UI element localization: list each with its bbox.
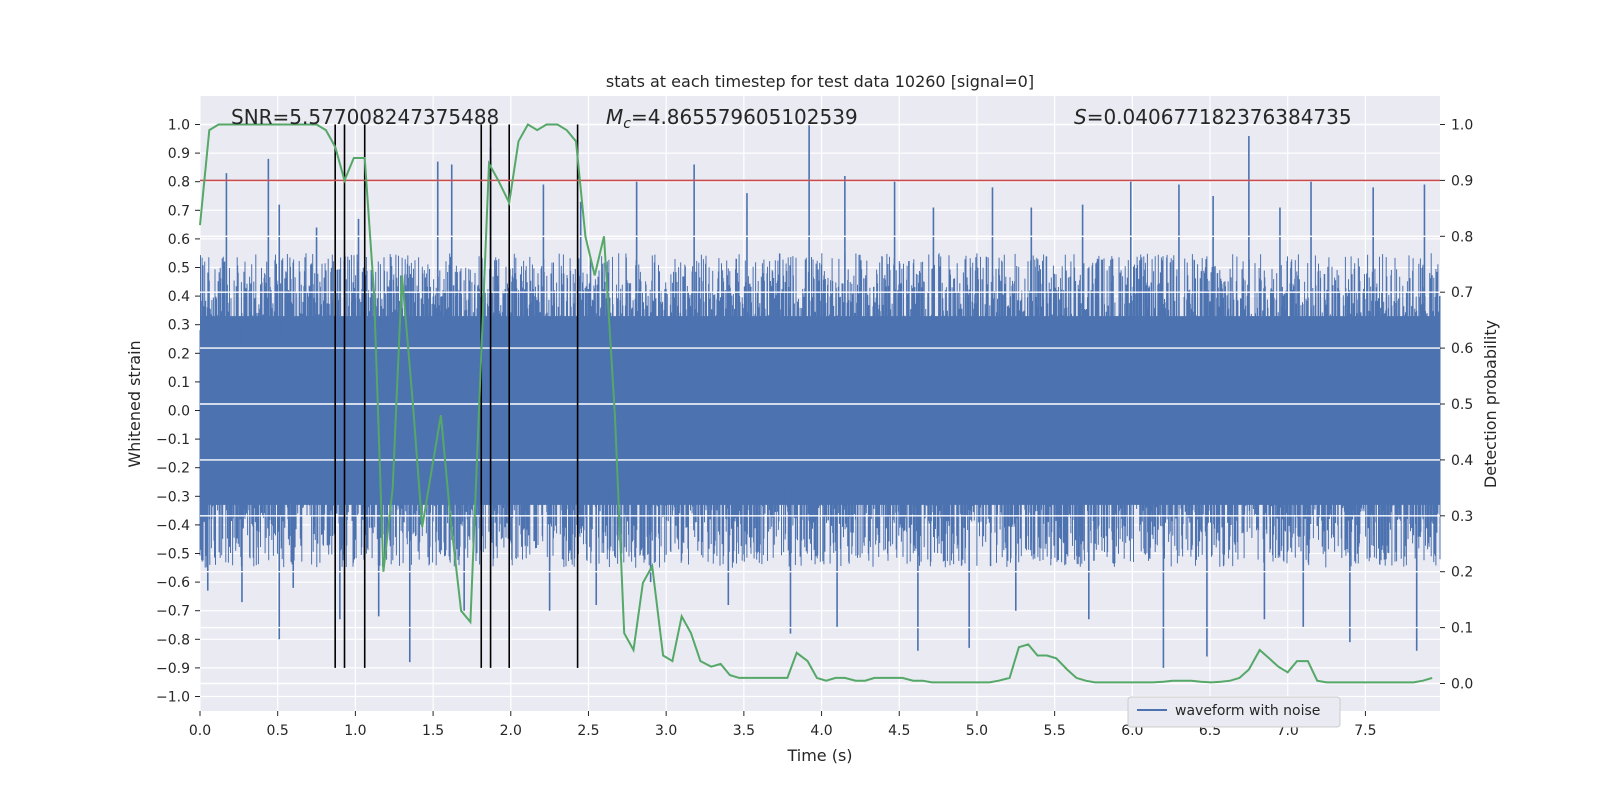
y2-tick-label: 0.1: [1451, 621, 1473, 637]
y2-tick-label: 0.7: [1451, 285, 1473, 301]
legend-box: [1127, 696, 1341, 728]
y-tick-label: −0.5: [156, 547, 190, 563]
y2-tick-label: 0.6: [1451, 341, 1473, 357]
x-tick-label: 2.5: [577, 723, 599, 739]
x-tick-label: 0.5: [267, 723, 289, 739]
y-tick-label: −1.0: [156, 690, 190, 706]
y-tick-label: −0.3: [156, 489, 190, 505]
y2-tick-label: 0.4: [1451, 453, 1473, 469]
y-tick-label: 0.0: [168, 404, 190, 420]
x-axis-ticks: 0.0 0.5 1.0 1.5 2.0 2.5 3.0 3.5 4.0 4.5 5.0 5.5 6.0 6…: [189, 711, 1377, 739]
y-axis-label: Whitened strain: [125, 340, 144, 467]
y-tick-label: 0.4: [168, 289, 190, 305]
y2-tick-label: 0.3: [1451, 509, 1473, 525]
s-symbol: S: [1074, 105, 1087, 129]
vertical-markers: [334, 124, 579, 668]
y-tick-label: −0.6: [156, 575, 190, 591]
y-tick-label: −0.4: [156, 518, 190, 534]
mc-annotation: Mc=4.865579605102539: [606, 105, 858, 132]
legend: waveform with noise: [1127, 696, 1341, 728]
y-tick-label: −0.8: [156, 632, 190, 648]
y2-tick-label: 1.0: [1451, 118, 1473, 134]
mc-symbol: M: [606, 105, 623, 129]
y-tick-label: −0.7: [156, 604, 190, 620]
x-tick-label: 5.5: [1044, 723, 1066, 739]
x-tick-label: 3.0: [655, 723, 677, 739]
y-tick-label: 0.7: [168, 203, 190, 219]
s-annotation: S=0.040677182376384735: [1074, 105, 1352, 129]
y-tick-label: 0.5: [168, 261, 190, 277]
y2-tick-label: 0.5: [1451, 397, 1473, 413]
legend-label: waveform with noise: [1175, 703, 1320, 719]
y-tick-label: 0.6: [168, 232, 190, 248]
y2-axis-label: Detection probability: [1481, 320, 1500, 488]
y2-tick-label: 0.8: [1451, 229, 1473, 245]
mc-value: =4.865579605102539: [631, 105, 858, 129]
x-tick-label: 4.5: [888, 723, 910, 739]
x-tick-label: 1.0: [344, 723, 366, 739]
y2-axis-ticks: 0.0 0.1 0.2 0.3 0.4 0.5 0.6 0.7 0.8 0.9 1.0: [1440, 118, 1473, 693]
y-tick-label: 1.0: [168, 118, 190, 134]
y2-tick-label: 0.0: [1451, 677, 1473, 693]
y-tick-label: 0.2: [168, 346, 190, 362]
y-tick-label: 0.1: [168, 375, 190, 391]
y-tick-label: −0.2: [156, 461, 190, 477]
x-tick-label: 2.0: [500, 723, 522, 739]
y2-tick-label: 0.2: [1451, 565, 1473, 581]
detection-probability-line: [199, 123, 1433, 684]
chart-title: stats at each timestep for test data 102…: [606, 72, 1034, 91]
x-tick-label: 0.0: [189, 723, 211, 739]
x-tick-label: 4.0: [810, 723, 832, 739]
s-value: =0.040677182376384735: [1087, 105, 1352, 129]
snr-annotation: SNR=5.577008247375488: [231, 105, 499, 129]
y2-tick-label: 0.9: [1451, 173, 1473, 189]
x-tick-label: 5.0: [966, 723, 988, 739]
y-tick-label: 0.8: [168, 175, 190, 191]
x-tick-label: 1.5: [422, 723, 444, 739]
y-axis-ticks: −1.0 −0.9 −0.8 −0.7 −0.6 −0.5 −0.4 −0.3 −0.2 −0.1…: [156, 118, 200, 706]
y-tick-label: −0.1: [156, 432, 190, 448]
y-tick-label: −0.9: [156, 661, 190, 677]
mc-subscript: c: [623, 116, 631, 132]
y-tick-label: 0.3: [168, 318, 190, 334]
y-tick-label: 0.9: [168, 146, 190, 162]
x-tick-label: 3.5: [733, 723, 755, 739]
x-tick-label: 7.5: [1354, 723, 1376, 739]
x-axis-label: Time (s): [786, 746, 852, 765]
